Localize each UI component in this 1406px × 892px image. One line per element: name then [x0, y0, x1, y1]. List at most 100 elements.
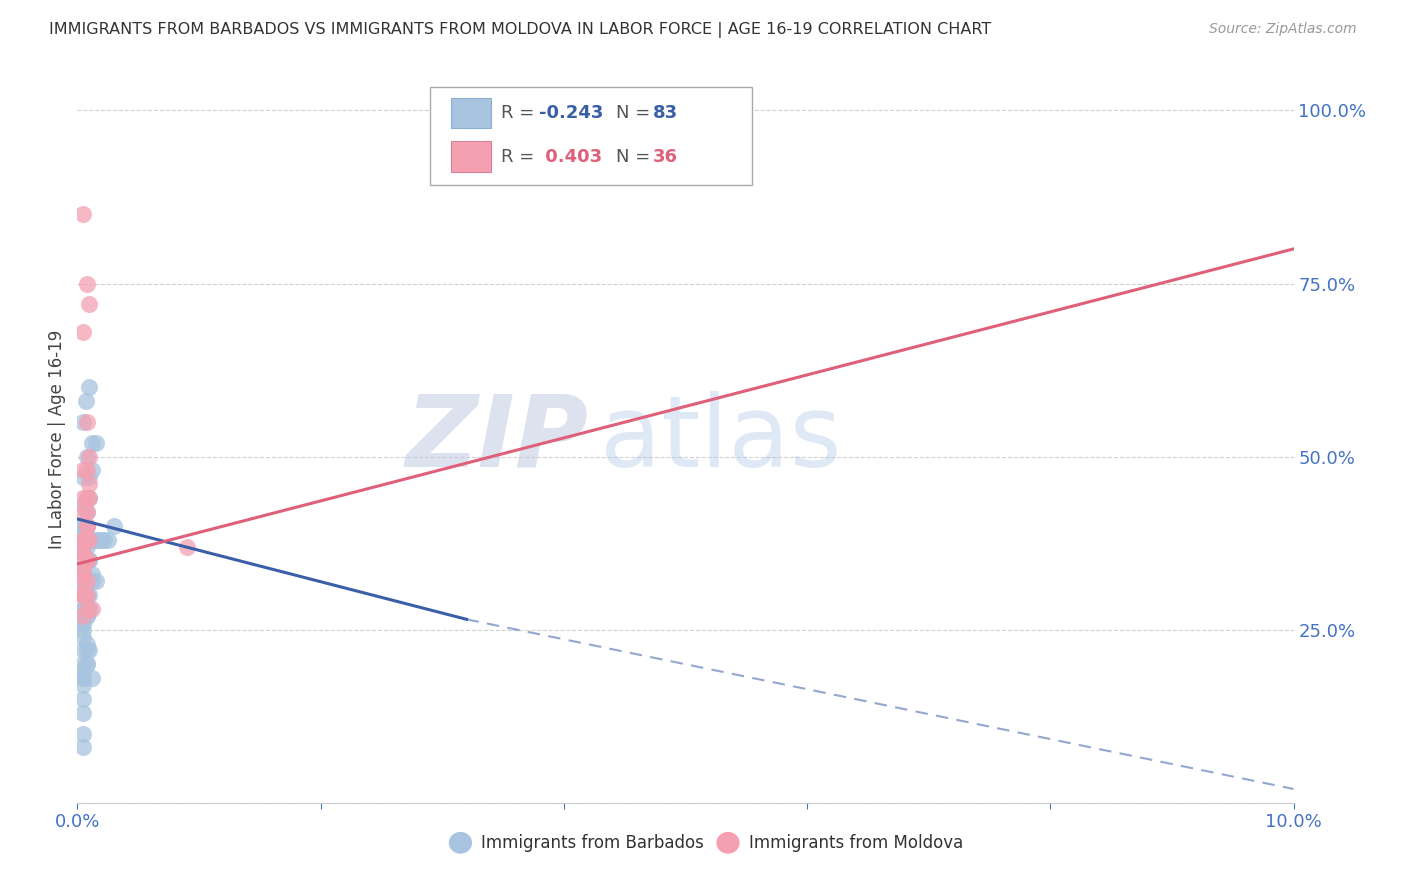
- Point: [79, 643, 101, 657]
- Point: [79, 477, 101, 491]
- Text: R =: R =: [501, 148, 540, 166]
- Point: [76, 415, 98, 429]
- Point: [84, 533, 107, 547]
- Point: [76, 608, 98, 623]
- Point: [80, 567, 103, 582]
- Text: ZIP: ZIP: [405, 391, 588, 488]
- Point: [72, 533, 94, 547]
- Point: [72, 630, 94, 644]
- Point: [72, 325, 94, 339]
- Point: [84, 435, 107, 450]
- Point: [72, 470, 94, 484]
- Point: [76, 491, 98, 505]
- Point: [72, 567, 94, 582]
- Point: [76, 505, 98, 519]
- Point: [72, 608, 94, 623]
- Point: [72, 491, 94, 505]
- Point: [76, 533, 98, 547]
- Point: [72, 519, 94, 533]
- Point: [79, 297, 101, 311]
- Point: [76, 588, 98, 602]
- Point: [72, 588, 94, 602]
- Text: Immigrants from Moldova: Immigrants from Moldova: [748, 834, 963, 852]
- Point: [76, 450, 98, 464]
- Point: [79, 588, 101, 602]
- Point: [72, 671, 94, 685]
- Point: [72, 643, 94, 657]
- Point: [72, 533, 94, 547]
- Point: [72, 567, 94, 582]
- Ellipse shape: [450, 832, 471, 853]
- Point: [72, 726, 94, 740]
- Point: [72, 525, 94, 540]
- Point: [176, 540, 198, 554]
- Point: [72, 615, 94, 630]
- Point: [76, 533, 98, 547]
- Point: [72, 588, 94, 602]
- Point: [76, 636, 98, 650]
- Point: [72, 678, 94, 692]
- Point: [79, 380, 101, 394]
- Point: [76, 533, 98, 547]
- Point: [72, 615, 94, 630]
- Point: [76, 277, 98, 291]
- Point: [79, 533, 101, 547]
- Point: [76, 657, 98, 672]
- Point: [76, 657, 98, 672]
- Point: [76, 608, 98, 623]
- Point: [79, 470, 101, 484]
- FancyBboxPatch shape: [430, 87, 752, 185]
- Point: [72, 581, 94, 595]
- Point: [76, 588, 98, 602]
- Point: [97, 533, 120, 547]
- Point: [72, 525, 94, 540]
- Point: [72, 547, 94, 561]
- Point: [72, 740, 94, 755]
- Text: -0.243: -0.243: [540, 104, 603, 122]
- Point: [80, 574, 103, 589]
- Point: [76, 574, 98, 589]
- Point: [76, 553, 98, 567]
- Point: [76, 602, 98, 616]
- Point: [76, 463, 98, 477]
- Point: [72, 463, 94, 477]
- Point: [72, 547, 94, 561]
- Point: [79, 533, 101, 547]
- Point: [79, 602, 101, 616]
- Point: [72, 623, 94, 637]
- Point: [76, 533, 98, 547]
- Point: [84, 574, 107, 589]
- Text: 83: 83: [652, 104, 678, 122]
- Point: [89, 533, 111, 547]
- Point: [76, 553, 98, 567]
- Point: [72, 608, 94, 623]
- Point: [76, 553, 98, 567]
- Point: [72, 588, 94, 602]
- Point: [72, 540, 94, 554]
- Text: R =: R =: [501, 104, 540, 122]
- Text: Source: ZipAtlas.com: Source: ZipAtlas.com: [1209, 22, 1357, 37]
- Ellipse shape: [717, 832, 740, 853]
- Point: [72, 567, 94, 582]
- Point: [72, 207, 94, 221]
- Point: [72, 671, 94, 685]
- Point: [79, 602, 101, 616]
- Text: Immigrants from Barbados: Immigrants from Barbados: [481, 834, 704, 852]
- Point: [76, 602, 98, 616]
- FancyBboxPatch shape: [451, 98, 491, 128]
- Point: [72, 574, 94, 589]
- Point: [76, 519, 98, 533]
- Point: [72, 602, 94, 616]
- Point: [72, 547, 94, 561]
- Point: [76, 588, 98, 602]
- Point: [79, 491, 101, 505]
- Point: [72, 692, 94, 706]
- Point: [72, 560, 94, 574]
- Point: [72, 657, 94, 672]
- Point: [75, 394, 97, 409]
- Point: [72, 602, 94, 616]
- Point: [72, 547, 94, 561]
- Point: [72, 574, 94, 589]
- Y-axis label: In Labor Force | Age 16-19: In Labor Force | Age 16-19: [48, 330, 66, 549]
- Point: [72, 588, 94, 602]
